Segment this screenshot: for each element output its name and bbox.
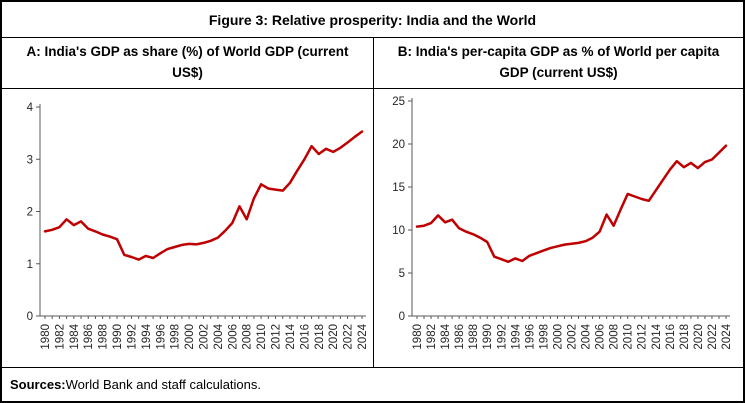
svg-text:2022: 2022 — [707, 324, 719, 350]
svg-text:1998: 1998 — [170, 324, 182, 350]
svg-text:1988: 1988 — [98, 324, 110, 350]
svg-text:2006: 2006 — [227, 324, 239, 350]
svg-text:1988: 1988 — [468, 324, 480, 350]
chart-cell-a: 0 1 2 3 4 1980 1982 1984 1986 1988 1990 1992 1994 199… — [2, 89, 374, 367]
svg-text:2014: 2014 — [285, 323, 297, 349]
svg-text:1: 1 — [27, 259, 33, 271]
svg-text:1990: 1990 — [112, 324, 124, 350]
svg-text:2008: 2008 — [242, 324, 254, 350]
svg-text:2000: 2000 — [184, 324, 196, 350]
svg-text:2008: 2008 — [609, 324, 621, 350]
svg-text:1984: 1984 — [69, 323, 81, 349]
svg-text:5: 5 — [399, 268, 405, 280]
sources-note: Sources: World Bank and staff calculatio… — [2, 368, 743, 401]
svg-text:2020: 2020 — [693, 324, 705, 350]
svg-text:2004: 2004 — [213, 323, 225, 349]
svg-text:1994: 1994 — [141, 323, 153, 349]
svg-text:2010: 2010 — [623, 324, 635, 350]
panel-header-row: A: India's GDP as share (%) of World GDP… — [2, 38, 743, 89]
panel-b-title: B: India's per-capita GDP as % of World … — [397, 44, 720, 80]
svg-text:10: 10 — [392, 225, 405, 237]
svg-text:1996: 1996 — [524, 324, 536, 350]
svg-text:0: 0 — [27, 311, 33, 323]
svg-text:1992: 1992 — [127, 324, 139, 350]
charts-row: 0 1 2 3 4 1980 1982 1984 1986 1988 1990 1992 1994 199… — [2, 89, 743, 368]
figure-title-row: Figure 3: Relative prosperity: India and… — [2, 2, 743, 38]
svg-text:2016: 2016 — [665, 324, 677, 350]
svg-text:1990: 1990 — [482, 324, 494, 350]
svg-text:1980: 1980 — [40, 324, 52, 350]
svg-text:2002: 2002 — [567, 324, 579, 350]
svg-text:2012: 2012 — [637, 324, 649, 350]
series-line — [43, 130, 364, 261]
svg-text:25: 25 — [392, 96, 405, 108]
svg-text:1992: 1992 — [496, 324, 508, 350]
svg-text:2018: 2018 — [679, 324, 691, 350]
svg-text:2000: 2000 — [553, 324, 565, 350]
svg-text:1986: 1986 — [83, 324, 95, 350]
sources-label: Sources: — [10, 377, 66, 392]
svg-text:2: 2 — [27, 207, 33, 219]
svg-text:1982: 1982 — [426, 324, 438, 350]
panel-a-title: A: India's GDP as share (%) of World GDP… — [2, 38, 374, 88]
chart-cell-b: 0 5 10 15 20 25 1980 1982 1984 1986 1988 1990 1992 19… — [374, 89, 743, 367]
sources-text: World Bank and staff calculations. — [65, 377, 261, 392]
svg-text:3: 3 — [27, 154, 33, 166]
svg-text:2002: 2002 — [199, 324, 211, 350]
svg-text:1984: 1984 — [440, 323, 452, 349]
svg-text:0: 0 — [399, 311, 405, 323]
svg-text:1994: 1994 — [510, 323, 522, 349]
svg-text:2012: 2012 — [271, 324, 283, 350]
svg-text:1982: 1982 — [54, 324, 66, 350]
svg-text:2022: 2022 — [343, 324, 355, 350]
svg-text:2016: 2016 — [299, 324, 311, 350]
figure-title: Figure 3: Relative prosperity: India and… — [208, 11, 537, 28]
svg-text:2004: 2004 — [581, 323, 593, 349]
svg-text:2024: 2024 — [357, 323, 369, 349]
series-line — [415, 144, 728, 264]
svg-text:1996: 1996 — [155, 324, 167, 350]
svg-text:2024: 2024 — [721, 323, 733, 349]
svg-text:15: 15 — [392, 182, 405, 194]
svg-text:1986: 1986 — [454, 324, 466, 350]
svg-text:20: 20 — [392, 139, 405, 151]
svg-text:2010: 2010 — [256, 324, 268, 350]
svg-text:2020: 2020 — [328, 324, 340, 350]
svg-text:1980: 1980 — [412, 324, 424, 350]
svg-text:2018: 2018 — [314, 324, 326, 350]
svg-text:2014: 2014 — [651, 323, 663, 349]
svg-text:1998: 1998 — [538, 324, 550, 350]
svg-text:4: 4 — [27, 102, 34, 114]
svg-text:2006: 2006 — [595, 324, 607, 350]
